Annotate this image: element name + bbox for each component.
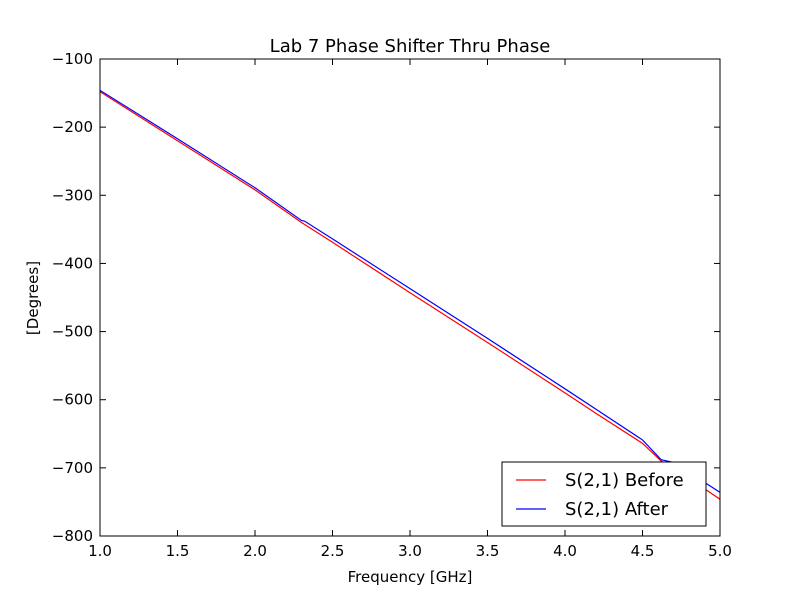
x-tick-label: 3.5 — [476, 542, 500, 560]
x-tick-label: 3.0 — [398, 542, 422, 560]
legend-box — [501, 461, 707, 527]
x-tick-label: 2.5 — [321, 542, 345, 560]
x-tick-label: 1.5 — [166, 542, 190, 560]
y-tick-label: −100 — [52, 50, 93, 68]
axis-ticks: 1.0 1.5 2.0 2.5 3.0 3.5 4.0 4.5 5.0 −100 −200 −300 −… — [52, 50, 732, 560]
x-tick-label: 5.0 — [708, 542, 732, 560]
x-tick-label: 4.5 — [631, 542, 655, 560]
plot-layer — [100, 89, 720, 500]
y-tick-label: −800 — [52, 527, 93, 545]
y-tick-label: −200 — [52, 118, 93, 136]
x-tick-label: 2.0 — [243, 542, 267, 560]
chart-title: Lab 7 Phase Shifter Thru Phase — [270, 36, 551, 57]
legend: S(2,1) Before S(2,1) After — [501, 461, 707, 527]
y-tick-label: −700 — [52, 459, 93, 477]
x-axis-label: Frequency [GHz] — [348, 568, 473, 586]
legend-label-2: S(2,1) After — [565, 499, 669, 520]
x-tick-label: 1.0 — [88, 542, 112, 560]
series-line-2 — [100, 89, 720, 493]
y-tick-label: −600 — [52, 391, 93, 409]
x-tick-label: 4.0 — [553, 542, 577, 560]
y-axis-label: [Degrees] — [24, 261, 42, 335]
series-line-1 — [100, 91, 720, 500]
y-tick-label: −300 — [52, 186, 93, 204]
y-tick-label: −500 — [52, 323, 93, 341]
legend-label-1: S(2,1) Before — [565, 470, 684, 491]
y-tick-label: −400 — [52, 254, 93, 272]
